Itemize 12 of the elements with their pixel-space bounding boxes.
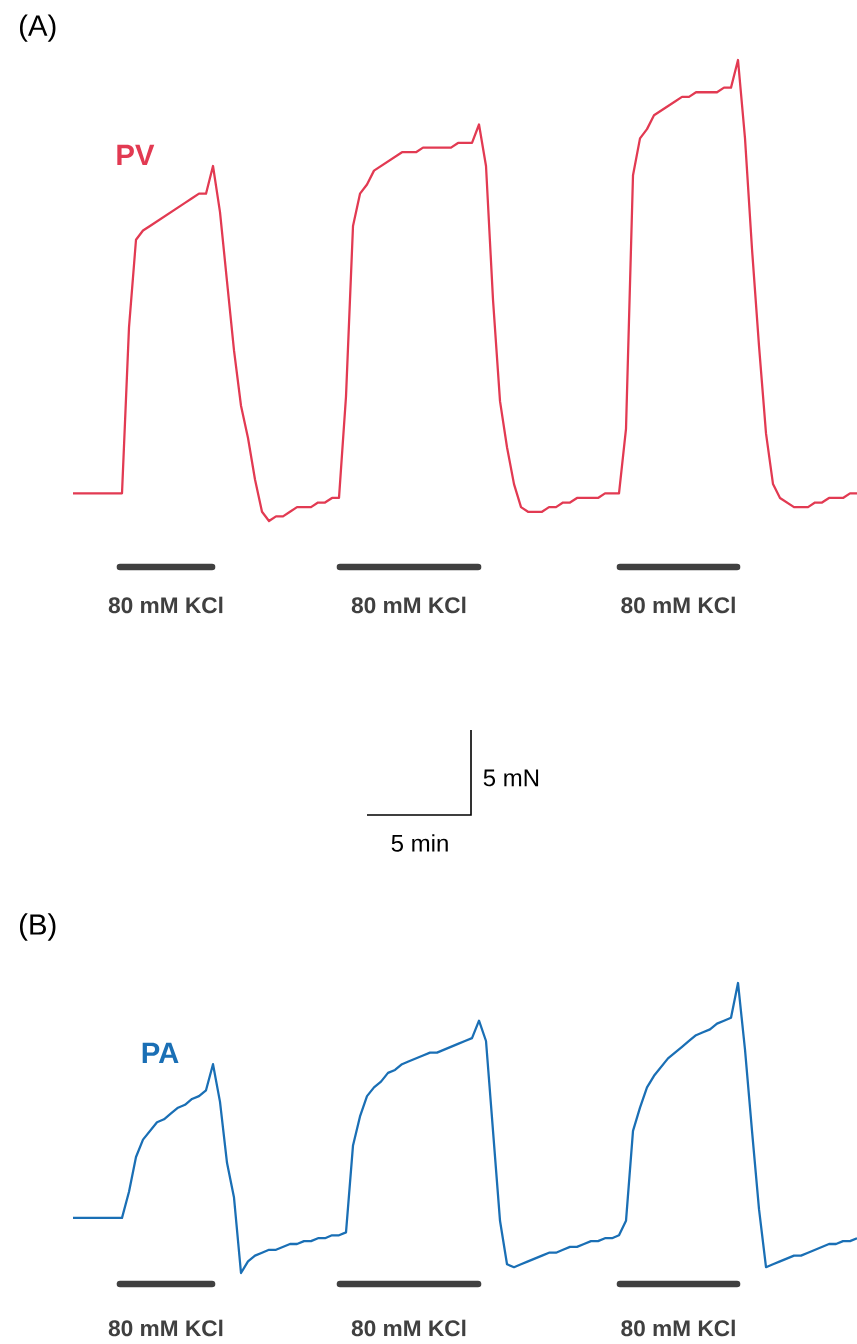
text: 5 mN xyxy=(483,769,539,787)
text: 80 mM KCl xyxy=(351,596,466,614)
series-label: PA xyxy=(142,1042,179,1063)
text: 80 mM KCl xyxy=(621,596,735,614)
chart-title: (A) xyxy=(19,14,56,42)
text: 80 mM KCl xyxy=(621,1319,735,1337)
text: 80 mM KCl xyxy=(108,1319,223,1337)
chart-title: (B) xyxy=(19,913,56,941)
text: 5 min xyxy=(391,834,448,852)
text: 80 mM KCl xyxy=(351,1319,466,1337)
text: 80 mM KCl xyxy=(108,596,223,614)
series-label: PV xyxy=(117,144,155,166)
